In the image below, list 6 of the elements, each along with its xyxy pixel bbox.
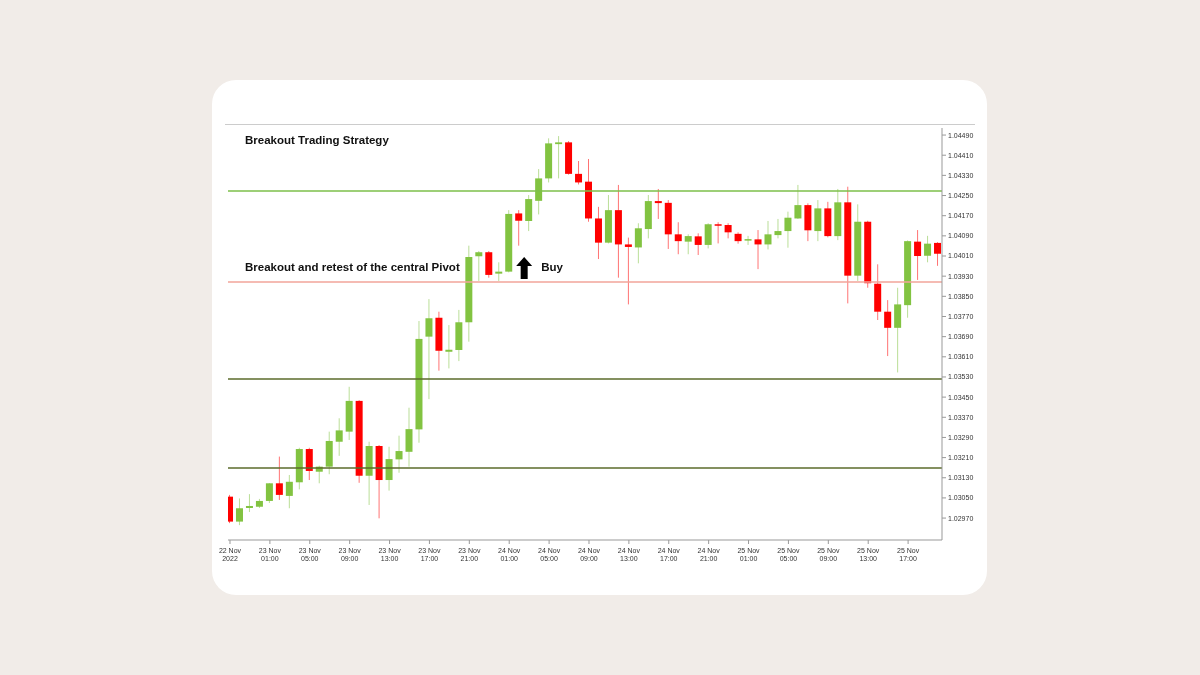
annotation: Buy [541,261,564,274]
candlestick [734,231,742,245]
candlestick [724,222,732,239]
candlestick [744,235,752,246]
text: Breakout Trading Strategy [245,134,389,146]
annotation: Breakout and retest of the central Pivot [245,261,460,273]
